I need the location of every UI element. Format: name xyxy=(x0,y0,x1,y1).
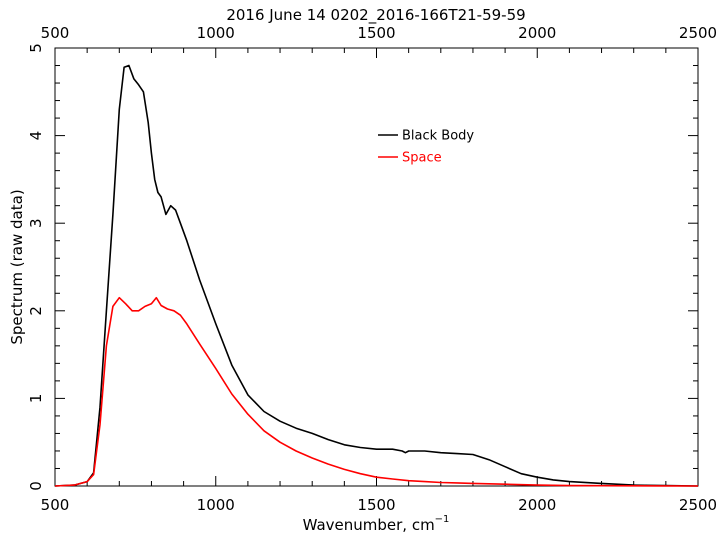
y-tick-label: 3 xyxy=(27,218,45,228)
y-tick-label: 4 xyxy=(27,131,45,141)
chart-title: 2016 June 14 0202_2016-166T21-59-59 xyxy=(226,6,525,25)
y-tick-label: 0 xyxy=(27,481,45,491)
y-tick-label: 2 xyxy=(27,306,45,316)
x-tick-label-top: 1000 xyxy=(197,24,235,42)
x-tick-label-top: 2000 xyxy=(518,24,556,42)
series-line-black-body xyxy=(54,64,699,487)
x-tick-label: 1500 xyxy=(357,496,395,514)
svg-text:Wavenumber, cm−1: Wavenumber, cm−1 xyxy=(303,514,450,534)
x-tick-label-top: 1500 xyxy=(357,24,395,42)
series-layer xyxy=(54,64,699,487)
x-tick-label: 1000 xyxy=(197,496,235,514)
series-line-space xyxy=(54,296,699,487)
legend: Black Body Space xyxy=(378,129,474,166)
legend-label: Space xyxy=(402,151,442,166)
y-tick-label: 5 xyxy=(27,43,45,53)
x-axis-title: Wavenumber, cm−1 xyxy=(303,514,450,534)
x-tick-label-top: 500 xyxy=(41,24,70,42)
x-axis-unit-exponent: −1 xyxy=(435,514,450,525)
x-tick-label: 500 xyxy=(41,496,70,514)
y-tick-label: 1 xyxy=(27,394,45,404)
legend-label: Black Body xyxy=(402,129,474,144)
x-axis-label: Wavenumber, cm xyxy=(303,516,435,534)
x-tick-label: 2000 xyxy=(518,496,556,514)
axis-ticks: 500 500 1000 1000 1500 1500 2000 2000 2500 2500 0 1… xyxy=(27,24,717,514)
x-tick-label: 2500 xyxy=(679,496,717,514)
y-axis-label: Spectrum (raw data) xyxy=(8,189,26,344)
x-tick-label-top: 2500 xyxy=(679,24,717,42)
